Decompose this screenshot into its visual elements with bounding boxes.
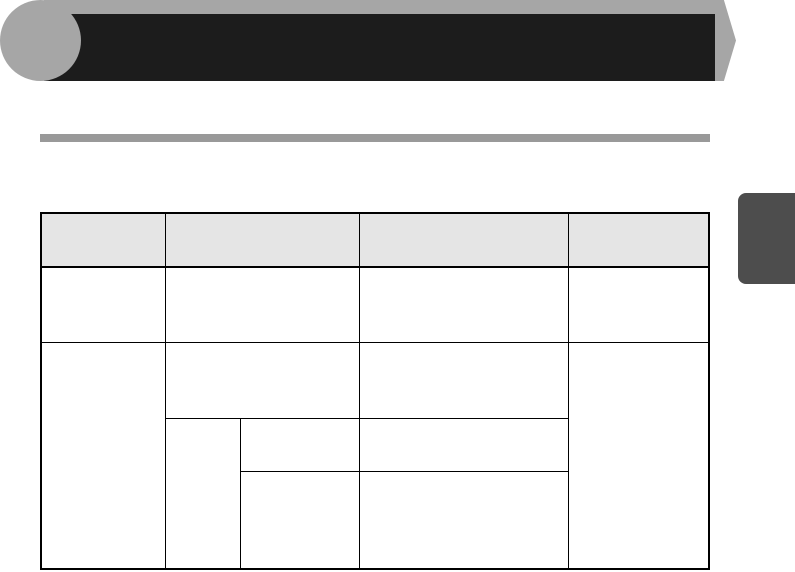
table-header-row (42, 214, 708, 266)
row-divider (165, 418, 568, 419)
row-divider (42, 342, 708, 343)
column-divider (240, 418, 241, 570)
chapter-banner (44, 14, 715, 81)
row-divider (240, 471, 568, 472)
chapter-number-circle (0, 0, 81, 81)
chapter-banner-top-band (44, 0, 718, 14)
section-heading-rule (40, 134, 710, 142)
column-divider (568, 214, 569, 570)
column-divider (359, 214, 360, 570)
column-divider (165, 214, 166, 570)
spec-table (40, 212, 710, 570)
header-divider (42, 266, 708, 268)
chapter-banner-arrow (714, 0, 736, 81)
chapter-side-tab (738, 193, 795, 284)
